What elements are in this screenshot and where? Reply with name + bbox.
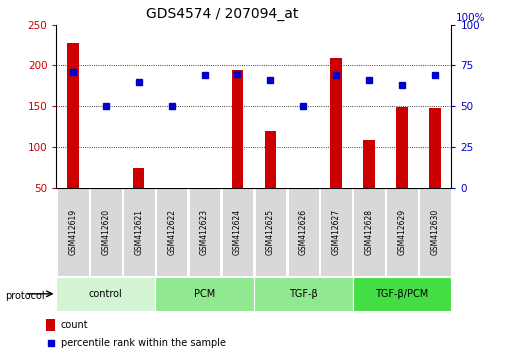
Bar (265, 131, 276, 188)
Bar (397, 107, 408, 188)
Text: GSM412630: GSM412630 (430, 209, 440, 255)
FancyBboxPatch shape (123, 188, 154, 276)
FancyBboxPatch shape (254, 188, 286, 276)
Text: count: count (61, 320, 88, 330)
FancyBboxPatch shape (321, 188, 352, 276)
Text: GSM412621: GSM412621 (134, 209, 143, 255)
FancyBboxPatch shape (189, 188, 221, 276)
Title: GDS4574 / 207094_at: GDS4574 / 207094_at (146, 7, 299, 21)
Text: GSM412619: GSM412619 (68, 209, 77, 255)
Text: GSM412627: GSM412627 (332, 209, 341, 255)
Bar (232, 70, 243, 188)
FancyBboxPatch shape (222, 188, 253, 276)
Bar (133, 168, 145, 188)
Text: GSM412624: GSM412624 (233, 209, 242, 255)
FancyBboxPatch shape (57, 188, 89, 276)
Bar (429, 108, 441, 188)
FancyBboxPatch shape (254, 277, 353, 311)
FancyBboxPatch shape (90, 188, 122, 276)
Text: GSM412620: GSM412620 (101, 209, 110, 255)
FancyBboxPatch shape (353, 277, 451, 311)
Text: GSM412629: GSM412629 (398, 209, 407, 255)
Text: control: control (89, 289, 123, 299)
Text: PCM: PCM (194, 289, 215, 299)
FancyBboxPatch shape (353, 188, 385, 276)
FancyBboxPatch shape (155, 277, 254, 311)
Text: GSM412623: GSM412623 (200, 209, 209, 255)
Text: TGF-β/PCM: TGF-β/PCM (376, 289, 429, 299)
Bar (46, 319, 55, 331)
Bar (363, 139, 375, 188)
FancyBboxPatch shape (156, 188, 187, 276)
FancyBboxPatch shape (419, 188, 451, 276)
Bar (67, 43, 78, 188)
Text: TGF-β: TGF-β (289, 289, 318, 299)
FancyBboxPatch shape (386, 188, 418, 276)
FancyBboxPatch shape (287, 188, 319, 276)
Text: GSM412622: GSM412622 (167, 209, 176, 255)
Text: 100%: 100% (456, 13, 485, 23)
Text: protocol: protocol (5, 291, 45, 301)
Bar (330, 58, 342, 188)
Text: GSM412628: GSM412628 (365, 209, 373, 255)
Text: GSM412626: GSM412626 (299, 209, 308, 255)
Text: GSM412625: GSM412625 (266, 209, 275, 255)
FancyBboxPatch shape (56, 277, 155, 311)
Text: percentile rank within the sample: percentile rank within the sample (61, 338, 226, 348)
